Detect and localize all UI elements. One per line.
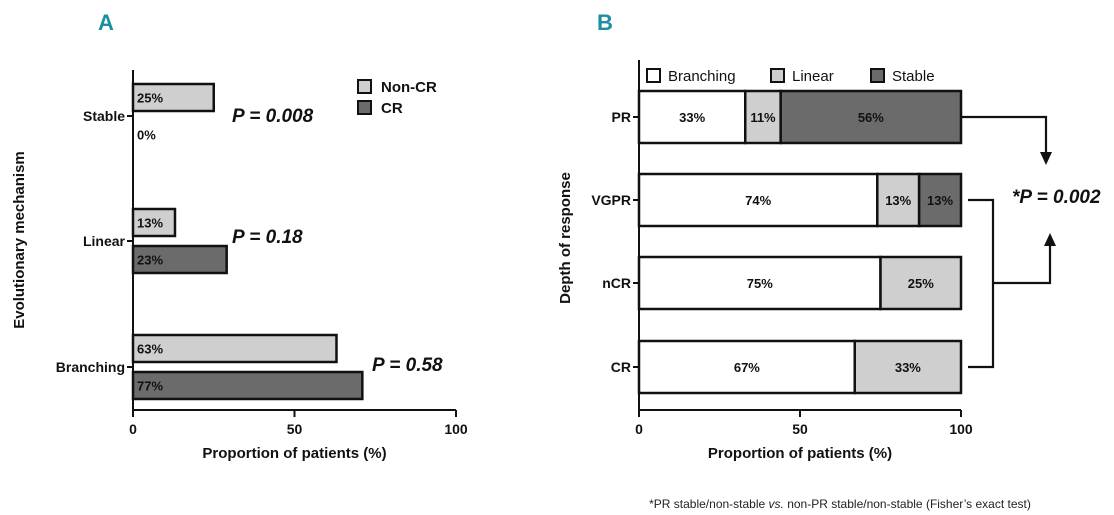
- bar-label-branching-ncr: 75%: [747, 276, 773, 291]
- legend-swatch-stable: [870, 68, 885, 83]
- x-axis-title: Proportion of patients (%): [202, 445, 386, 462]
- pr-connector-line: [961, 115, 1048, 152]
- y-category-label-linear: Linear: [83, 233, 126, 249]
- bar-label-linear-cr: 33%: [895, 360, 921, 375]
- bar-label-linear-ncr: 25%: [908, 276, 934, 291]
- x-tick-label: 100: [949, 421, 973, 437]
- y-category-label-vgpr: VGPR: [591, 192, 631, 208]
- non-pr-connector-line: [993, 246, 1052, 285]
- panel-b-letter: B: [597, 10, 613, 35]
- bar-label-non-cr-stable: 25%: [137, 91, 163, 106]
- legend-label-branching: Branching: [668, 68, 736, 85]
- legend-swatch-linear: [770, 68, 785, 83]
- footnote: *PR stable/non-stable vs. non-PR stable/…: [649, 497, 1031, 511]
- bar-branching-ncr: [637, 255, 882, 311]
- bar-label-cr-linear: 23%: [137, 253, 163, 268]
- p-value-annotation: *P = 0.002: [1012, 187, 1101, 208]
- legend-swatch-cr: [357, 100, 372, 115]
- x-tick-label: 50: [287, 421, 303, 437]
- bar-label-non-cr-branching: 63%: [137, 342, 163, 357]
- bar-linear-ncr: [879, 255, 963, 311]
- y-category-label-pr: PR: [612, 109, 631, 125]
- legend-swatch-branching: [646, 68, 661, 83]
- footnote-italic: vs.: [769, 497, 784, 511]
- x-tick-label: 100: [444, 421, 468, 437]
- bar-stable-vgpr: [917, 172, 963, 228]
- y-axis-title: Evolutionary mechanism: [11, 151, 28, 329]
- p-value-branching: P = 0.58: [372, 355, 443, 376]
- footnote-prefix: *PR stable/non-stable: [649, 497, 768, 511]
- bar-label-branching-vgpr: 74%: [745, 193, 771, 208]
- bar-cr-branching: [131, 370, 364, 401]
- bar-label-linear-vgpr: 13%: [885, 193, 911, 208]
- legend-swatch-non-cr: [357, 79, 372, 94]
- up-arrowhead: [1044, 233, 1056, 246]
- footnote-suffix: non-PR stable/non-stable (Fisher’s exact…: [784, 497, 1031, 511]
- y-axis-title: Depth of response: [557, 172, 574, 304]
- y-category-label-stable: Stable: [83, 108, 125, 124]
- x-axis-title: Proportion of patients (%): [708, 445, 892, 462]
- bar-label-stable-pr: 56%: [858, 110, 884, 125]
- bar-non-cr-branching: [131, 333, 338, 364]
- bar-stable-pr: [779, 89, 963, 145]
- panel-a-chart: 0 50 100 Stable 25% 0% P = 0.008 Linear 13% 23% P …: [11, 70, 468, 462]
- x-tick-label: 50: [792, 421, 808, 437]
- bar-label-branching-cr: 67%: [734, 360, 760, 375]
- x-tick-label: 0: [129, 421, 137, 437]
- bar-label-linear-pr: 11%: [750, 110, 776, 125]
- bar-label-cr-stable: 0%: [137, 128, 156, 143]
- panel-b-chart: 0 50 100 PR 33% 11% 56% VGPR 74% 13% 13% nCR 75% 25% C…: [557, 60, 1101, 462]
- bar-branching-vgpr: [637, 172, 879, 228]
- legend-label-stable: Stable: [892, 68, 935, 85]
- bar-non-cr-linear: [131, 207, 177, 238]
- bar-label-cr-branching: 77%: [137, 379, 163, 394]
- bar-linear-vgpr: [876, 172, 921, 228]
- bar-cr-linear: [131, 244, 228, 275]
- bar-label-stable-vgpr: 13%: [927, 193, 953, 208]
- bar-linear-cr: [853, 339, 963, 395]
- down-arrowhead: [1040, 152, 1052, 165]
- p-value-linear: P = 0.18: [232, 227, 303, 248]
- y-category-label-cr: CR: [611, 359, 631, 375]
- y-category-label-branching: Branching: [56, 359, 125, 375]
- non-pr-bracket: [968, 198, 995, 369]
- legend-label-non-cr: Non-CR: [381, 79, 437, 96]
- legend-label-linear: Linear: [792, 68, 834, 85]
- p-value-stable: P = 0.008: [232, 106, 314, 127]
- legend-label-cr: CR: [381, 100, 403, 117]
- bar-label-branching-pr: 33%: [679, 110, 705, 125]
- bar-non-cr-stable: [131, 82, 215, 113]
- x-tick-label: 0: [635, 421, 643, 437]
- y-category-label-ncr: nCR: [602, 275, 631, 291]
- bar-label-non-cr-linear: 13%: [137, 216, 163, 231]
- panel-a-letter: A: [98, 10, 114, 35]
